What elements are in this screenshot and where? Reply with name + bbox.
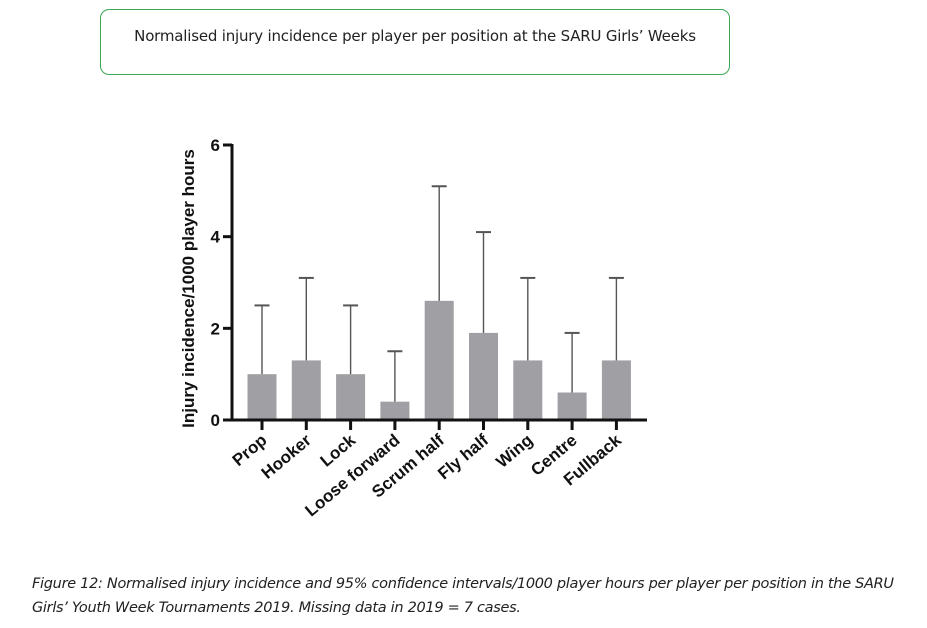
bar-fly-half	[469, 332, 498, 420]
y-tick-label: 2	[211, 319, 220, 338]
y-tick-label: 6	[211, 136, 220, 155]
y-tick-label: 4	[211, 228, 221, 247]
bar-wing	[513, 360, 543, 420]
y-axis-title: Injury incidence/1000 player hours	[179, 149, 198, 428]
caption-label: Figure 12:	[32, 576, 103, 592]
bars-group	[247, 300, 631, 420]
axes-group	[230, 144, 647, 430]
caption-text: Normalised injury incidence and 95% conf…	[32, 576, 894, 616]
x-tick-label: Fly half	[434, 430, 492, 483]
chart-title-box: Normalised injury incidence per player p…	[100, 9, 730, 75]
bar-prop	[247, 374, 277, 420]
figure-caption: Figure 12: Normalised injury incidence a…	[32, 572, 912, 620]
y-tick-label: 0	[211, 411, 220, 430]
error-bars-group	[254, 185, 624, 402]
bar-fullback	[601, 360, 631, 420]
chart-title: Normalised injury incidence per player p…	[134, 27, 696, 45]
bar-lock	[336, 374, 366, 420]
bar-loose-forward	[380, 401, 410, 420]
x-tick-label: Hooker	[258, 430, 315, 482]
y-ticks-group: 0 2 4 6	[211, 136, 232, 430]
bar-scrum-half	[424, 300, 454, 420]
bar-hooker	[291, 360, 321, 420]
bar-centre	[557, 392, 587, 420]
